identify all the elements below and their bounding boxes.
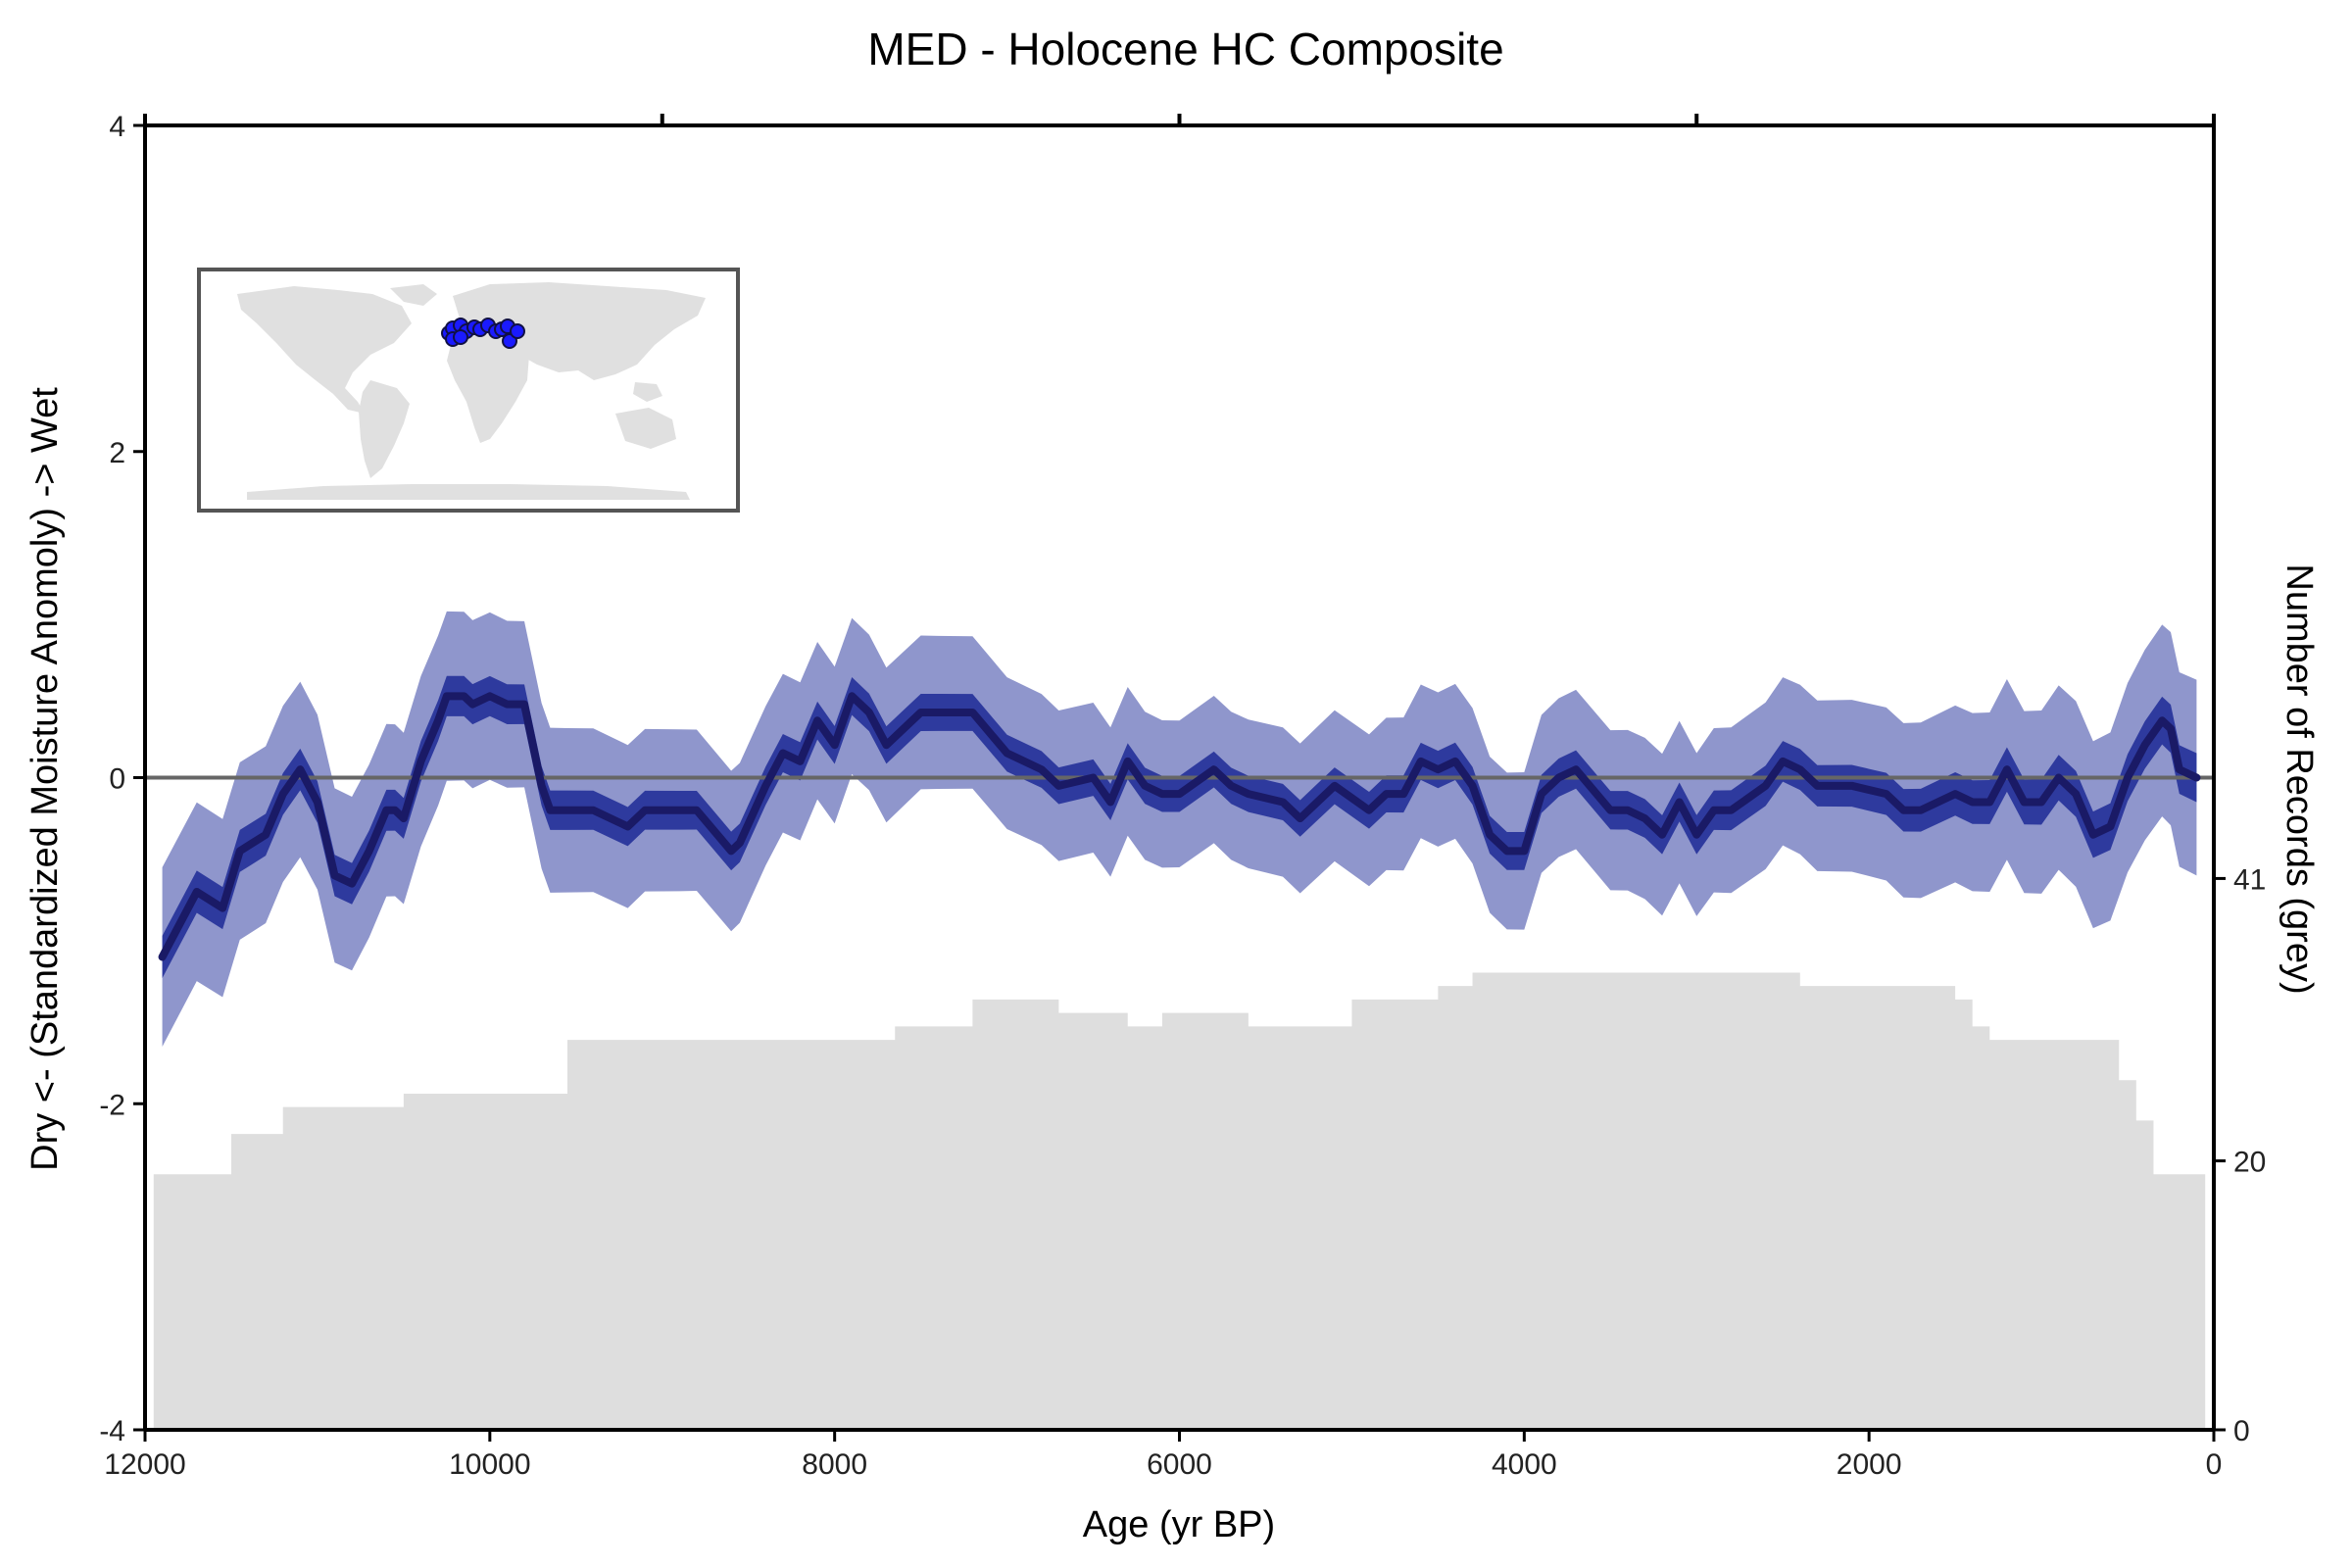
x-tick-label: 0 [2206,1448,2223,1481]
map-land-1 [359,380,410,478]
y2-tick-label: 41 [2233,863,2266,896]
y-tick-label: 2 [109,437,125,469]
y-tick-label: 4 [109,111,125,143]
x-tick-label: 8000 [802,1448,867,1481]
y2-tick-label: 20 [2233,1147,2266,1179]
chart-title: MED - Holocene HC Composite [867,24,1503,74]
world-map-icon [197,268,740,513]
x-tick-label: 2000 [1837,1448,1902,1481]
map-land-6 [633,382,662,402]
plot-area [145,611,2214,1430]
y-tick-label: -2 [99,1089,125,1121]
map-site-marker [453,329,468,345]
map-site-marker [510,323,525,339]
map-land-3 [453,282,706,380]
y-axis-title: Dry <- (Standardized Moisture Anomoly) -… [24,387,66,1171]
map-land-5 [615,408,676,449]
map-land-4 [447,333,529,443]
outer-uncertainty-band [162,611,2197,1048]
x-tick-label: 12000 [104,1448,185,1481]
y-tick-label: 0 [109,763,125,796]
map-land-7 [247,484,690,500]
y2-tick-label: 0 [2233,1415,2250,1447]
map-land-0 [237,286,412,414]
median-line [158,692,2201,961]
x-axis-title: Age (yr BP) [1083,1504,1275,1545]
axes: 12000 10000 8000 6000 4000 2000 0 -4 -2 0 2 4 0 20 41 [99,111,2266,1481]
x-tick-label: 10000 [449,1448,530,1481]
map-land-2 [390,284,437,306]
y2-axis-title: Number of Records (grey) [2278,564,2320,994]
y-tick-label: -4 [99,1415,125,1447]
x-tick-label: 6000 [1147,1448,1212,1481]
records-area [153,972,2206,1430]
inner-uncertainty-band [162,675,2197,979]
x-tick-label: 4000 [1492,1448,1557,1481]
